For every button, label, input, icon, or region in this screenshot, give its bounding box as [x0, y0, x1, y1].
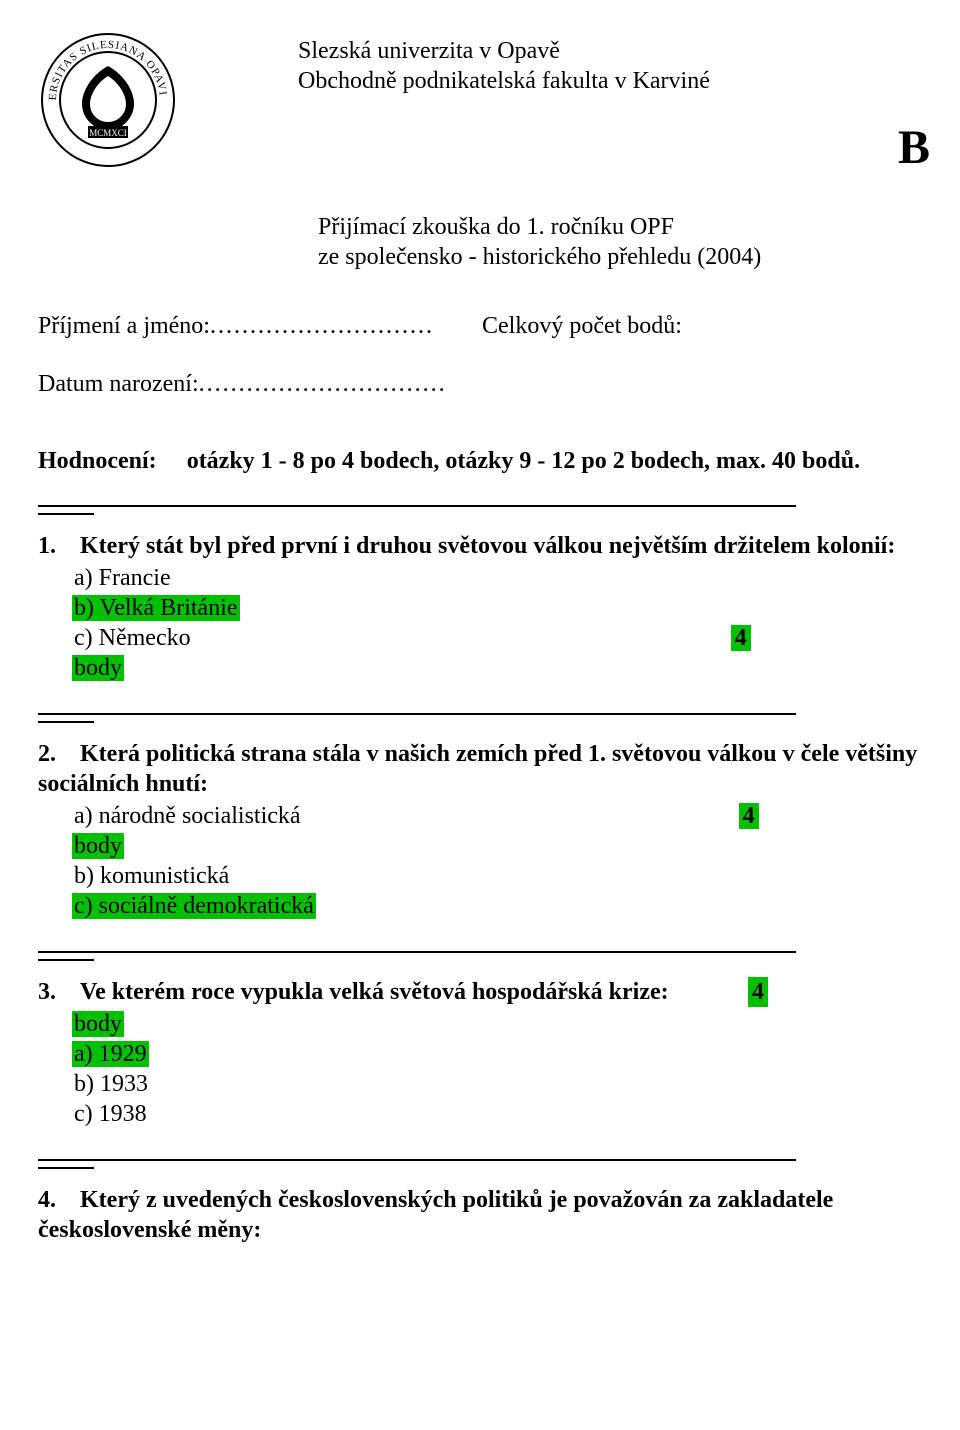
- body-label: body: [72, 1011, 124, 1037]
- section-rule-short: [38, 959, 94, 961]
- option-a: a) 1929: [72, 1041, 149, 1067]
- exam-title-line-1: Přijímací zkouška do 1. ročníku OPF: [318, 212, 930, 242]
- section-rule-short: [38, 721, 94, 723]
- question-3: 3. Ve kterém roce vypukla velká světová …: [38, 977, 930, 1129]
- grading-heading: Hodnocení:: [38, 448, 157, 474]
- question-number: 2.: [38, 741, 56, 767]
- institution-line-2: Obchodně podnikatelská fakulta v Karviné: [298, 66, 710, 96]
- name-dotted-line[interactable]: ............................: [210, 308, 434, 344]
- birth-dotted-line[interactable]: ...............................: [199, 366, 447, 402]
- name-label: Příjmení a jméno:: [38, 308, 210, 344]
- question-text: Která politická strana stála v našich ze…: [38, 741, 917, 797]
- grading-text: otázky 1 - 8 po 4 bodech, otázky 9 - 12 …: [187, 448, 860, 474]
- option-b: b) komunistická: [72, 863, 231, 889]
- option-a: a) národně socialistická: [72, 803, 303, 829]
- question-text: Který z uvedených československých polit…: [38, 1187, 833, 1243]
- institution-line-1: Slezská univerzita v Opavě: [298, 36, 710, 66]
- section-rule-short: [38, 1167, 94, 1169]
- question-number: 1.: [38, 533, 56, 559]
- question-2: 2. Která politická strana stála v našich…: [38, 739, 930, 921]
- option-c: c) Německo: [72, 625, 193, 651]
- question-number: 4.: [38, 1187, 56, 1213]
- question-number: 3.: [38, 979, 56, 1005]
- option-a: a) Francie: [72, 565, 173, 591]
- option-b: b) 1933: [72, 1071, 150, 1097]
- section-rule-short: [38, 513, 94, 515]
- question-score: 4: [748, 977, 768, 1007]
- exam-title-line-2: ze společensko - historického přehledu (…: [318, 242, 930, 272]
- total-points-label: Celkový počet bodů:: [482, 308, 682, 344]
- svg-text:MCMXCI: MCMXCI: [89, 128, 127, 138]
- question-text: Ve kterém roce vypukla velká světová hos…: [80, 979, 669, 1005]
- section-rule: [38, 505, 796, 507]
- section-rule: [38, 951, 796, 953]
- question-score: 4: [731, 625, 751, 651]
- question-1: 1. Který stát byl před první i druhou sv…: [38, 531, 930, 683]
- section-rule: [38, 713, 796, 715]
- section-rule: [38, 1159, 796, 1161]
- university-seal-icon: UNIVERSITAS SILESIANA OPAVIENSIS MCMXCI: [38, 30, 178, 170]
- variant-letter: B: [898, 120, 930, 175]
- question-4: 4. Který z uvedených československých po…: [38, 1185, 930, 1245]
- option-c: c) 1938: [72, 1101, 149, 1127]
- body-label: body: [72, 833, 124, 859]
- question-score: 4: [739, 803, 759, 829]
- birth-label: Datum narození:: [38, 366, 199, 402]
- question-text: Který stát byl před první i druhou světo…: [80, 533, 895, 559]
- body-label: body: [72, 655, 124, 681]
- option-b: b) Velká Británie: [72, 595, 240, 621]
- option-c: c) sociálně demokratická: [72, 893, 316, 919]
